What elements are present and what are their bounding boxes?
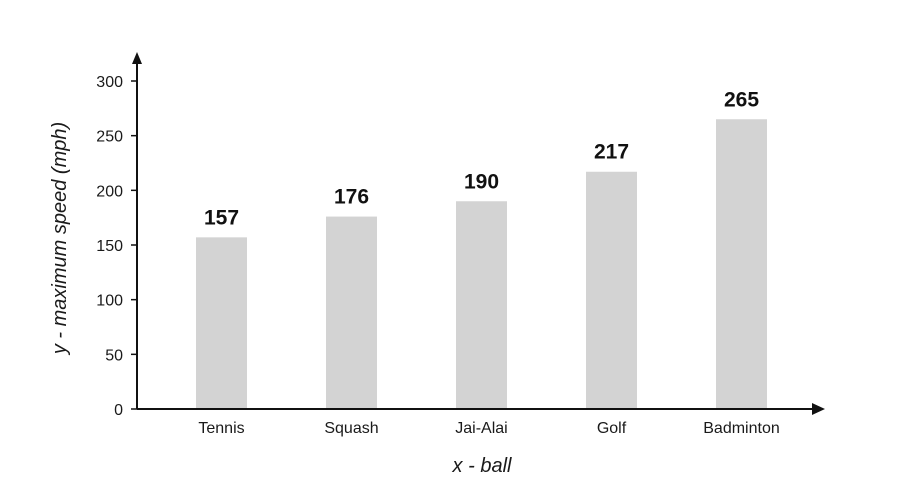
x-axis-arrow-icon [812, 403, 825, 415]
data-label: 217 [594, 141, 629, 164]
bar-series [196, 119, 767, 410]
y-tick-label: 300 [96, 74, 123, 91]
x-category-label: Jai-Alai [455, 420, 507, 437]
x-axis-category-labels: Tennis Squash Jai-Alai Golf Badminton [198, 420, 779, 437]
y-axis-arrow-icon [132, 52, 142, 64]
bar-jai-alai [456, 201, 507, 409]
x-axis-title: x - ball [452, 455, 512, 477]
x-category-label: Squash [324, 420, 378, 437]
y-tick-label: 150 [96, 238, 123, 255]
x-category-label: Golf [597, 420, 627, 437]
y-tick-label: 0 [114, 402, 123, 419]
bar-badminton [716, 119, 767, 410]
y-tick-label: 200 [96, 183, 123, 200]
data-label: 157 [204, 206, 239, 229]
bar-squash [326, 216, 377, 409]
y-tick-label: 100 [96, 293, 123, 310]
y-axis-ticks: 0 50 100 150 200 250 300 [96, 74, 137, 419]
y-tick-label: 250 [96, 129, 123, 146]
bar-golf [586, 171, 637, 409]
x-category-label: Badminton [703, 420, 780, 437]
data-label: 176 [334, 186, 369, 209]
y-tick-label: 50 [105, 347, 123, 364]
bar-tennis [196, 237, 247, 409]
data-labels: 157 176 190 217 265 [204, 88, 759, 229]
x-category-label: Tennis [198, 420, 244, 437]
data-label: 190 [464, 170, 499, 193]
y-axis-title: y - maximum speed (mph) [49, 122, 71, 356]
data-label: 265 [724, 88, 759, 111]
